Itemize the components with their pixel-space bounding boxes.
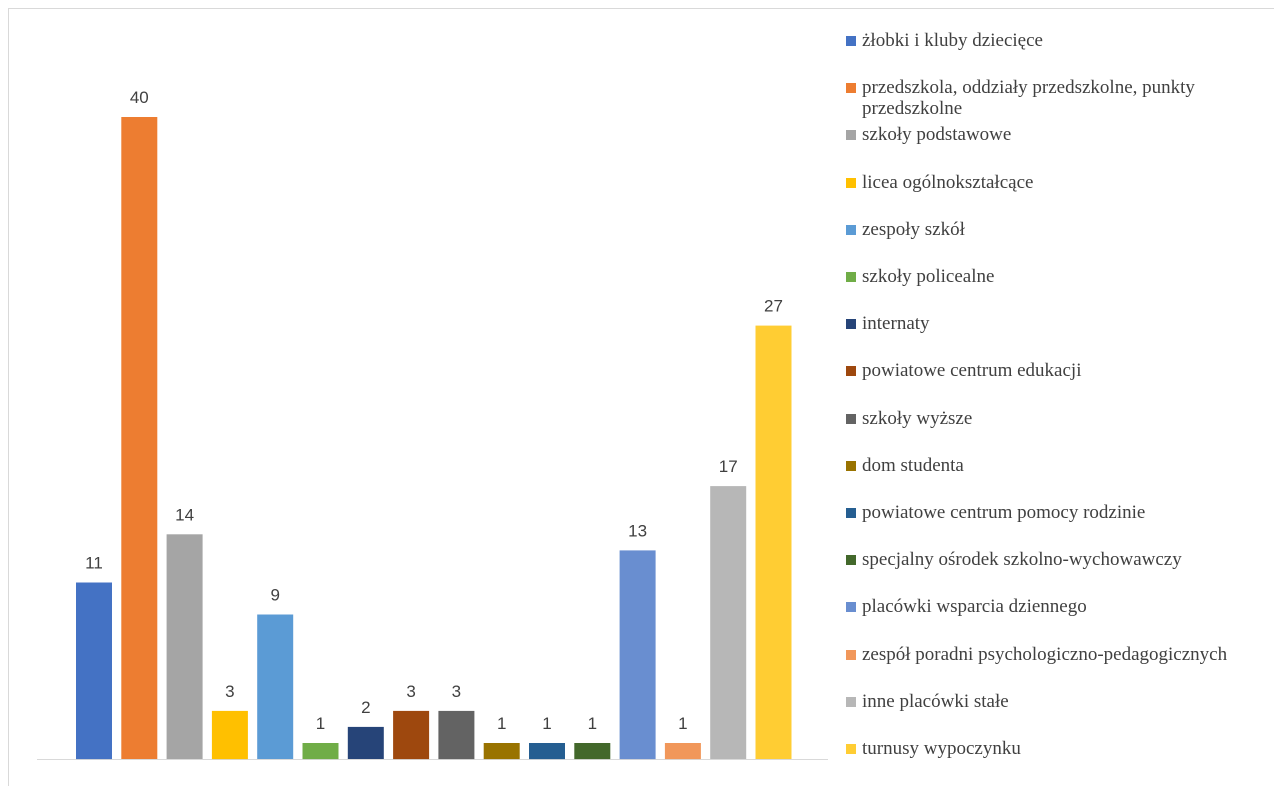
bar-5 — [257, 614, 294, 759]
legend-label: placówki wsparcia dziennego — [862, 596, 1087, 618]
data-label-13: 13 — [628, 521, 647, 540]
legend-label: powiatowe centrum pomocy rodzinie — [862, 502, 1146, 523]
legend-swatch — [846, 602, 856, 613]
legend-label: specjalny ośrodek szkolno-wychowawczy — [862, 549, 1182, 571]
bar-3 — [166, 534, 203, 759]
bar-9 — [438, 710, 475, 760]
legend-swatch — [846, 130, 856, 141]
data-label-7: 2 — [361, 698, 370, 717]
legend-swatch — [846, 83, 856, 94]
legend-swatch — [846, 224, 856, 235]
legend-swatch — [846, 366, 856, 377]
legend-swatch — [846, 696, 856, 707]
legend-swatch — [846, 272, 856, 282]
data-label-6: 1 — [316, 714, 325, 733]
data-label-16: 27 — [764, 297, 783, 316]
legend-swatch — [846, 744, 856, 754]
bar-11 — [529, 743, 565, 760]
data-label-10: 1 — [497, 714, 506, 733]
bar-4 — [211, 710, 248, 760]
data-label-3: 14 — [175, 505, 194, 524]
bar-6 — [302, 743, 339, 760]
bar-15 — [710, 486, 747, 759]
legend-label: szkoły policealne — [862, 266, 995, 287]
bar-8 — [393, 710, 430, 760]
legend-swatch — [846, 319, 856, 330]
legend-label: szkoły podstawowe — [862, 124, 1012, 146]
data-label-8: 3 — [406, 682, 415, 701]
data-label-4: 3 — [225, 682, 234, 701]
bar-14 — [664, 743, 701, 760]
legend-swatch — [846, 460, 856, 471]
legend-label: zespół poradni psychologiczno-pedagogicz… — [862, 643, 1228, 665]
legend-label: licea ogólnokształcące — [862, 171, 1034, 193]
legend-label: turnusy wypoczynku — [862, 738, 1021, 759]
legend-label: internaty — [862, 313, 930, 335]
legend-swatch — [846, 555, 856, 566]
legend-label: dom studenta — [862, 454, 964, 476]
bar-10 — [483, 743, 520, 760]
bar-16 — [755, 325, 792, 759]
bar-2 — [121, 117, 158, 759]
legend-swatch — [846, 413, 856, 424]
legend-label: przedszkola, oddziały przedszkolne, punk… — [862, 77, 1195, 120]
bar-13 — [619, 550, 656, 760]
legend-swatch — [846, 36, 856, 46]
bar-7 — [347, 726, 384, 759]
data-label-9: 3 — [452, 682, 461, 701]
legend-label: inne placówki stałe — [862, 690, 1009, 712]
data-label-1: 11 — [85, 554, 103, 573]
legend-label: szkoły wyższe — [862, 407, 973, 429]
chart-frame — [8, 8, 1274, 786]
bar-12 — [574, 743, 611, 760]
data-label-15: 17 — [719, 457, 738, 476]
bar-1 — [76, 582, 112, 760]
legend-swatch — [846, 649, 856, 660]
data-label-5: 9 — [270, 586, 279, 605]
legend-label: powiatowe centrum edukacji — [862, 360, 1082, 382]
data-label-2: 40 — [130, 88, 149, 107]
data-label-14: 1 — [678, 714, 687, 733]
legend-swatch — [846, 177, 856, 188]
legend-label: żłobki i kluby dziecięce — [862, 30, 1043, 51]
data-label-11: 1 — [542, 714, 551, 733]
legend-label: zespoły szkół — [862, 218, 965, 240]
legend-swatch — [846, 508, 856, 518]
data-label-12: 1 — [588, 714, 597, 733]
